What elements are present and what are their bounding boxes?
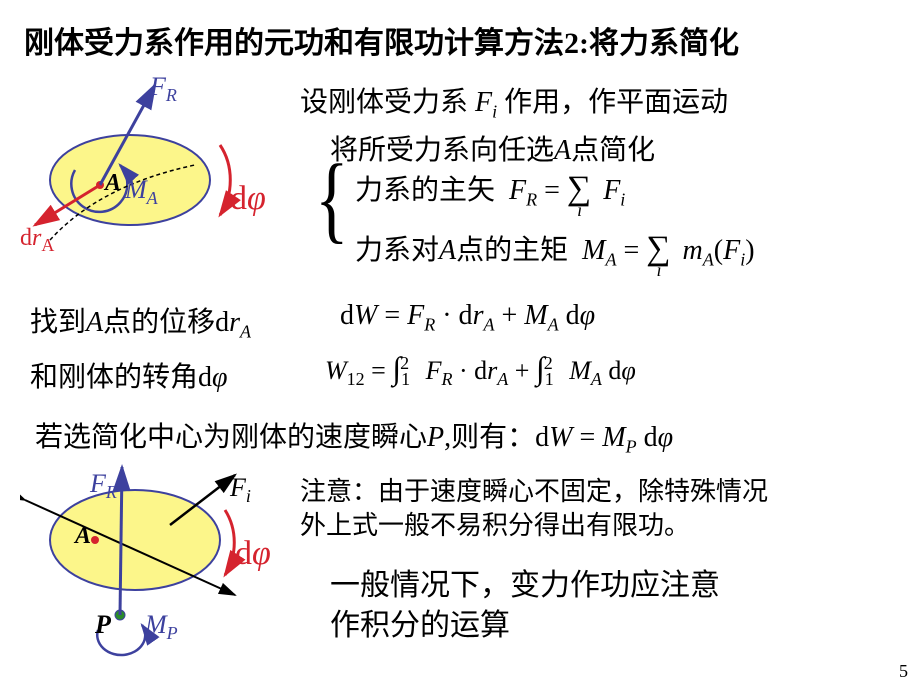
- diagram-2-MP-label: MP: [145, 610, 178, 644]
- diagram-1: A FR MA drA dφ: [20, 70, 280, 270]
- diagram-1-FR-label: FR: [150, 72, 177, 106]
- eq-W12: W12 = ∫12 FR · drA + ∫12 MA dφ: [325, 350, 636, 390]
- diagram-1-A-label: A: [105, 170, 121, 197]
- diagram-2-A-label: A: [75, 523, 91, 550]
- diagram-1-drA-label: drA: [20, 225, 54, 256]
- diagram-2-dphi-label: dφ: [235, 535, 271, 573]
- diagram-1-dphi-label: dφ: [230, 180, 266, 218]
- note-1: 注意：由于速度瞬心不固定，除特殊情况外上式一般不易积分得出有限功。: [300, 475, 880, 543]
- note-2a: 一般情况下，变力作功应注意: [330, 560, 720, 604]
- diagram-2-FR-label: FR: [90, 469, 117, 503]
- diagram-1-MA-label: MA: [125, 175, 158, 209]
- eq-dW: dW = FR · drA + MA dφ: [340, 300, 595, 336]
- brace-bot: 力系对A点的主矩 MA = ∑i mA(Fi): [355, 228, 755, 271]
- diagram-2-P-label: P: [95, 610, 111, 640]
- brace: {: [315, 144, 349, 256]
- line-intro: 设刚体受力系 Fi 作用，作平面运动: [300, 80, 728, 123]
- brace-top: 力系的主矢 FR = ∑i Fi: [355, 168, 625, 211]
- line-find-disp: 找到A点的位移drA: [30, 300, 251, 343]
- diagram-2-Fi-label: Fi: [230, 473, 251, 507]
- line-choose-P: 若选简化中心为刚体的速度瞬心P,则有：dW = MP dφ: [35, 415, 673, 458]
- page-number: 5: [899, 661, 908, 682]
- line-simplify: 将所受力系向任选A点简化: [330, 128, 655, 168]
- slide-title: 刚体受力系作用的元功和有限功计算方法2:将力系简化: [24, 18, 896, 62]
- line-and-angle: 和刚体的转角dφ: [30, 355, 228, 395]
- note-2b: 作积分的运算: [330, 600, 510, 644]
- diagram-2: A P FR Fi MP dφ: [20, 455, 300, 675]
